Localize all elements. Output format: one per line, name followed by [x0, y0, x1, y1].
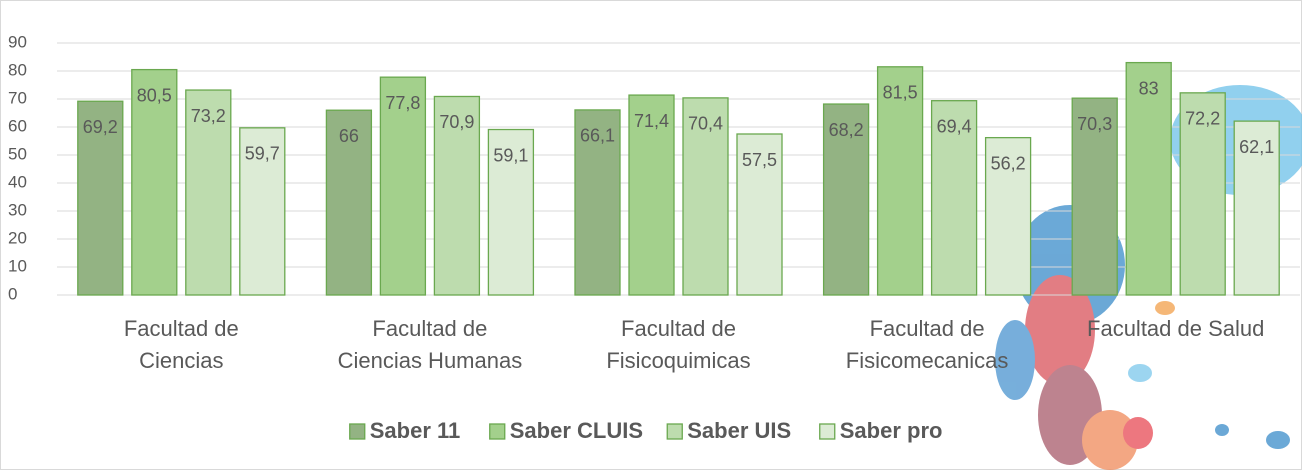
- legend-swatch: [350, 424, 365, 439]
- chart: 0 10 20 30 40 50 60 70 80 90 69,2 80,5 73,2 59,7 Facul…: [0, 0, 1302, 470]
- value-label: 69,2: [83, 117, 118, 137]
- value-label: 70,4: [688, 114, 723, 134]
- legend-label: Saber CLUIS: [510, 418, 643, 443]
- value-label: 68,2: [829, 120, 864, 140]
- legend-swatch: [667, 424, 682, 439]
- value-label: 66,1: [580, 126, 615, 146]
- legend-label: Saber UIS: [687, 418, 791, 443]
- y-tick-label: 0: [8, 284, 17, 303]
- y-tick-label: 40: [8, 172, 27, 191]
- y-tick-label: 30: [8, 200, 27, 219]
- value-label: 83: [1139, 78, 1159, 98]
- bubble: [1215, 424, 1229, 436]
- legend-label: Saber 11: [370, 418, 461, 443]
- legend-swatch: [490, 424, 505, 439]
- value-label: 66: [339, 126, 359, 146]
- value-label: 70,3: [1077, 114, 1112, 134]
- value-label: 71,4: [634, 111, 669, 131]
- y-tick-label: 50: [8, 144, 27, 163]
- y-tick-label: 80: [8, 60, 27, 79]
- y-tick-label: 10: [8, 256, 27, 275]
- y-tick-label: 60: [8, 116, 27, 135]
- legend-swatch: [820, 424, 835, 439]
- value-label: 59,7: [245, 144, 280, 164]
- value-label: 56,2: [991, 153, 1026, 173]
- value-label: 70,9: [439, 112, 474, 132]
- bubble: [1155, 301, 1175, 315]
- value-label: 80,5: [137, 85, 172, 105]
- x-tick-label: Facultad de Salud: [1087, 316, 1264, 341]
- legend-label: Saber pro: [840, 418, 943, 443]
- value-label: 57,5: [742, 150, 777, 170]
- y-tick-label: 20: [8, 228, 27, 247]
- bubble: [1266, 431, 1290, 449]
- value-label: 81,5: [883, 83, 918, 103]
- value-label: 69,4: [937, 116, 972, 136]
- bubble: [1128, 364, 1152, 382]
- value-label: 73,2: [191, 106, 226, 126]
- y-tick-label: 70: [8, 88, 27, 107]
- page: 0 10 20 30 40 50 60 70 80 90 69,2 80,5 73,2 59,7 Facul…: [0, 0, 1302, 475]
- value-label: 62,1: [1239, 137, 1274, 157]
- value-label: 72,2: [1185, 109, 1220, 129]
- bubble: [1123, 417, 1153, 449]
- value-label: 59,1: [493, 145, 528, 165]
- y-tick-label: 90: [8, 32, 27, 51]
- value-label: 77,8: [385, 93, 420, 113]
